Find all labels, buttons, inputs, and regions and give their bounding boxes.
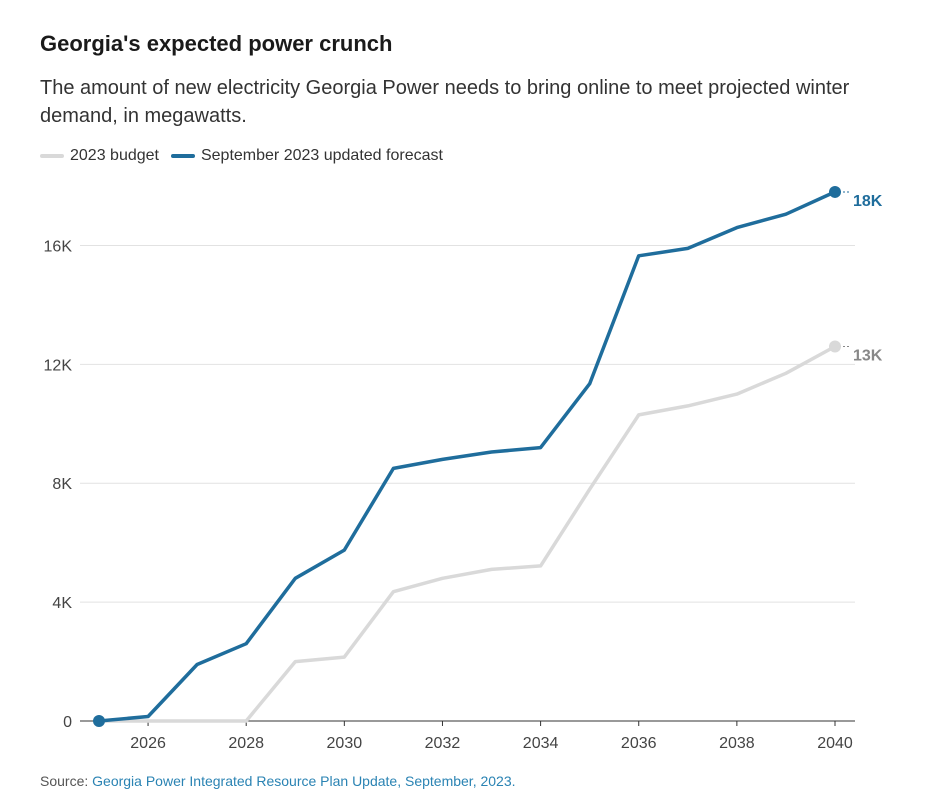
- end-point-budget: [829, 340, 841, 353]
- x-tick-label: 2028: [228, 735, 264, 752]
- chart-subtitle: The amount of new electricity Georgia Po…: [40, 77, 850, 127]
- x-tick-label: 2036: [621, 735, 657, 752]
- x-tick-label: 2034: [523, 735, 559, 752]
- x-tick-label: 2038: [719, 735, 755, 752]
- x-tick-label: 2032: [425, 735, 461, 752]
- source-prefix: Source:: [40, 773, 93, 789]
- chart-legend: 2023 budget September 2023 updated forec…: [40, 147, 455, 165]
- legend-swatch-budget: [40, 154, 64, 158]
- series-line-budget: [97, 344, 837, 723]
- y-tick-label: 0: [63, 714, 72, 731]
- legend-item-budget: 2023 budget: [40, 147, 159, 165]
- end-label-budget: 13K: [853, 348, 883, 365]
- legend-item-forecast: September 2023 updated forecast: [170, 147, 443, 165]
- chart-title: Georgia's expected power crunch: [40, 31, 393, 56]
- y-tick-label: 16K: [44, 238, 73, 255]
- x-tick-label: 2030: [327, 735, 363, 752]
- y-tick-label: 8K: [52, 476, 72, 493]
- start-point: [93, 715, 105, 727]
- legend-label-forecast: September 2023 updated forecast: [200, 147, 443, 164]
- legend-swatch-forecast: [170, 154, 195, 158]
- end-label-forecast: 18K: [853, 193, 883, 210]
- y-tick-label: 12K: [44, 357, 73, 374]
- x-tick-label: 2040: [817, 735, 853, 752]
- source-link[interactable]: Georgia Power Integrated Resource Plan U…: [92, 773, 516, 789]
- end-point-forecast: [829, 185, 841, 198]
- y-tick-label: 4K: [52, 595, 72, 612]
- series-line-forecast: [97, 190, 837, 723]
- x-tick-label: 2026: [130, 735, 166, 752]
- legend-label-budget: 2023 budget: [70, 147, 159, 164]
- source-note: Source: Georgia Power Integrated Resourc…: [40, 773, 516, 789]
